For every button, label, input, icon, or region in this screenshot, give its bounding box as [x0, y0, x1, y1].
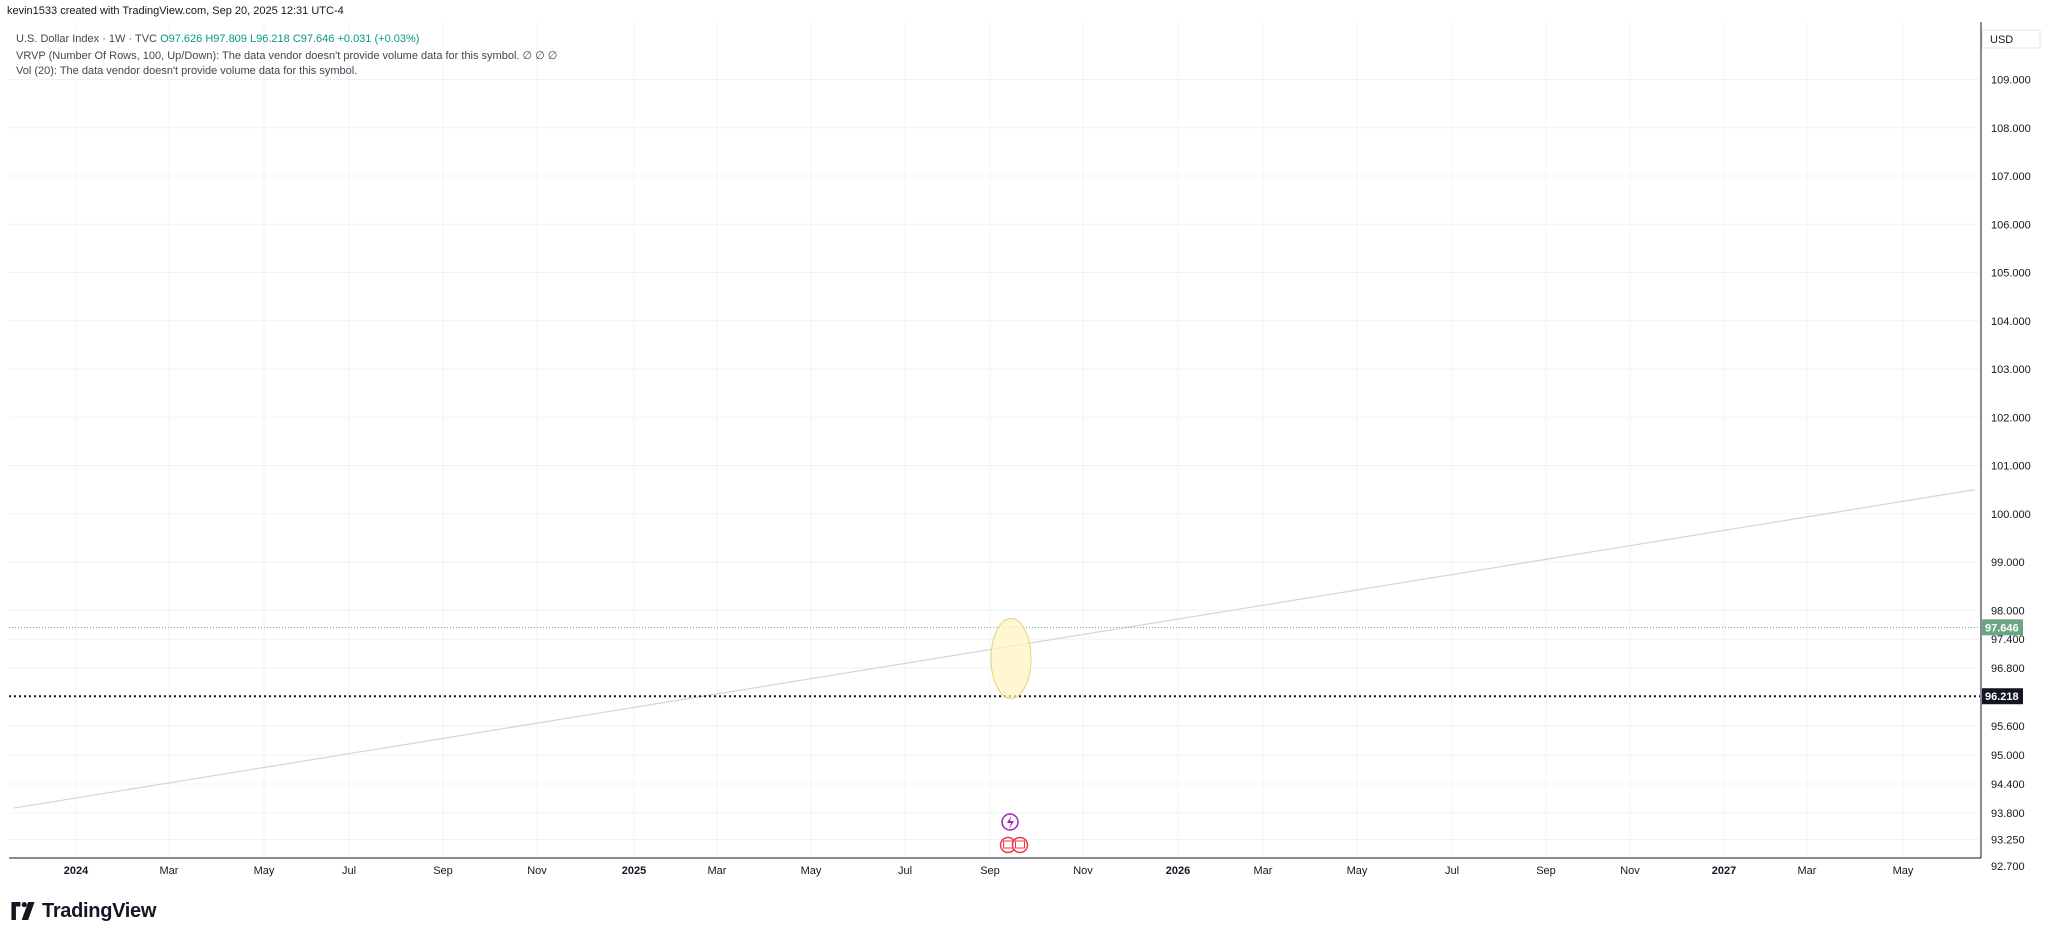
time-tick-label: 2027 — [1712, 865, 1736, 877]
price-tick-label: 99.000 — [1991, 557, 2025, 569]
time-tick-label: Jul — [898, 865, 912, 877]
price-tick-label: 93.250 — [1991, 834, 2025, 846]
tradingview-logo-icon — [11, 902, 35, 920]
time-tick-label: Nov — [1073, 865, 1093, 877]
time-tick-label: May — [1893, 865, 1914, 877]
currency-badge[interactable] — [1981, 29, 2041, 49]
time-tick-label: Mar — [708, 865, 727, 877]
tradingview-wordmark: TradingView — [42, 899, 157, 922]
time-tick-label: May — [1347, 865, 1368, 877]
price-tick-label: 97.400 — [1991, 634, 2025, 646]
time-tick-label: Sep — [1536, 865, 1556, 877]
symbol-name: U.S. Dollar Index · 1W · TVC — [16, 33, 157, 45]
time-tick-label: Mar — [1254, 865, 1273, 877]
time-tick-label: Jul — [342, 865, 356, 877]
price-tick-label: 109.000 — [1991, 75, 2031, 87]
chart-caption: kevin1533 created with TradingView.com, … — [7, 5, 344, 17]
flag-stripes — [1015, 840, 1025, 849]
time-tick-label: May — [254, 865, 275, 877]
price-tick-label: 101.000 — [1991, 461, 2031, 473]
time-tick-label: May — [801, 865, 822, 877]
legend-change: +0.031 (+0.03%) — [337, 33, 420, 45]
price-tick-label: 103.000 — [1991, 364, 2031, 376]
price-tick-label: 98.000 — [1991, 605, 2025, 617]
price-tick-label: 107.000 — [1991, 171, 2031, 183]
grid — [9, 22, 1980, 858]
currency-label: USD — [1990, 34, 2013, 46]
price-tick-label: 102.000 — [1991, 412, 2031, 424]
volume-legend[interactable]: Vol (20): The data vendor doesn't provid… — [16, 65, 357, 77]
price-tick-label: 106.000 — [1991, 219, 2031, 231]
last-price-badge — [1982, 619, 2023, 636]
symbol-legend[interactable]: U.S. Dollar Index · 1W · TVC O97.626 H97… — [16, 33, 419, 45]
legend-close: C97.646 — [292, 33, 335, 45]
time-tick-label: 2024 — [64, 865, 89, 877]
vrvp-status-icons: ∅ ∅ ∅ — [522, 50, 558, 62]
tradingview-brand[interactable]: TradingView — [10, 896, 156, 926]
vrvp-legend[interactable]: VRVP (Number Of Rows, 100, Up/Down): The… — [16, 49, 557, 62]
highlight-ellipse[interactable] — [990, 618, 1032, 699]
time-tick-label: 2025 — [622, 865, 646, 877]
price-tick-label: 100.000 — [1991, 509, 2031, 521]
last-price-label: 97.646 — [1985, 622, 2019, 634]
legend-high: H97.809 — [205, 33, 247, 45]
price-tick-label: 94.400 — [1991, 779, 2025, 791]
price-tick-label: 93.800 — [1991, 808, 2025, 820]
legend-open: O97.626 — [160, 33, 203, 45]
price-tick-label: 104.000 — [1991, 316, 2031, 328]
price-tick-label: 95.000 — [1991, 750, 2025, 762]
legend-low: L96.218 — [249, 33, 290, 45]
lightning-icon — [1007, 816, 1014, 829]
time-tick-label: Jul — [1445, 865, 1459, 877]
time-tick-label: Sep — [980, 865, 1000, 877]
low-line-label: 96.218 — [1985, 691, 2019, 703]
time-axis[interactable]: 2024 Mar May Jul Sep Nov 2025 Mar May Jul Sep Nov 20… — [9, 857, 1981, 877]
time-tick-label: Nov — [527, 865, 547, 877]
price-tick-label: 105.000 — [1991, 268, 2031, 280]
time-tick-label: 2026 — [1166, 865, 1190, 877]
time-tick-label: Sep — [433, 865, 453, 877]
price-axis[interactable]: USD 109.000 108.000 107.000 106.000 105.000 10… — [1980, 22, 2041, 873]
price-tick-label: 108.000 — [1991, 123, 2031, 135]
price-tick-label: 95.600 — [1991, 721, 2025, 733]
flag-stripes — [1003, 840, 1013, 849]
time-tick-label: Mar — [1798, 865, 1817, 877]
time-tick-label: Nov — [1620, 865, 1640, 877]
low-line-badge — [1982, 688, 2023, 705]
price-tick-label: 96.800 — [1991, 663, 2025, 675]
volume-text: Vol (20): The data vendor doesn't provid… — [16, 65, 358, 77]
time-tick-label: Mar — [160, 865, 179, 877]
vrvp-text: VRVP (Number Of Rows, 100, Up/Down): The… — [16, 50, 520, 62]
price-tick-label: 92.700 — [1991, 861, 2025, 873]
